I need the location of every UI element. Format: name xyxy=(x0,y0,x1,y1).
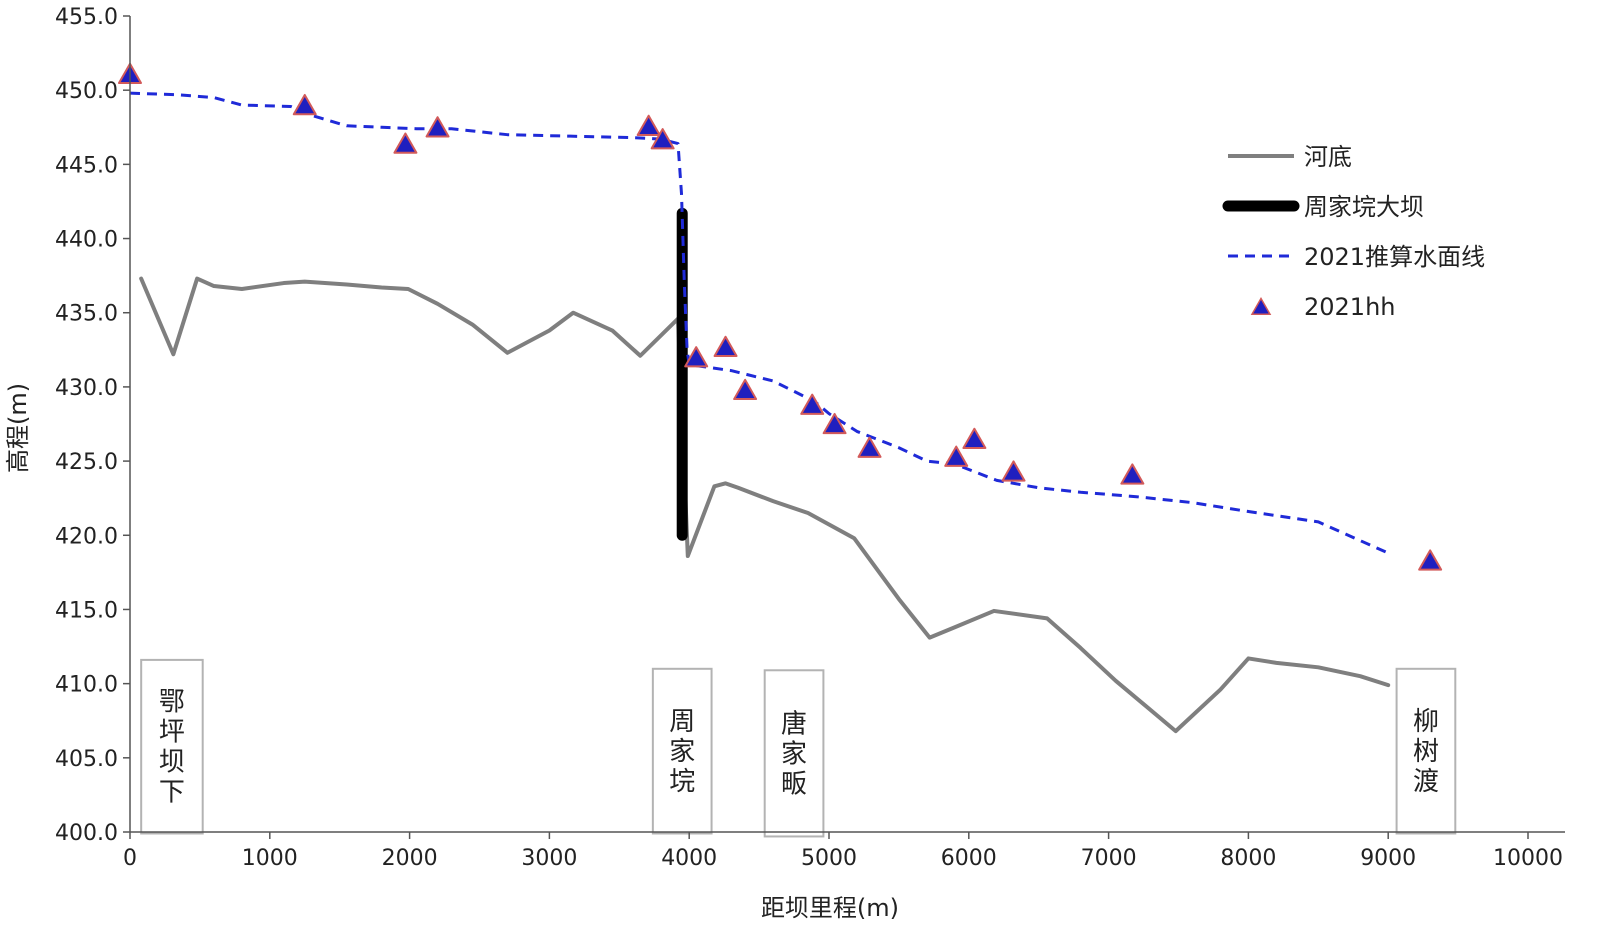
water-surface-line xyxy=(129,91,1389,555)
measured-point-marker xyxy=(944,445,969,467)
measured-point-marker xyxy=(684,346,709,368)
measured-point-marker xyxy=(822,412,847,435)
plot-series-layer xyxy=(118,62,1443,734)
station-label-box xyxy=(651,667,713,835)
x-tick-label: 10000 xyxy=(1493,846,1563,871)
station-label-char: 渡 xyxy=(1413,767,1439,797)
measured-point-marker xyxy=(800,393,825,415)
x-tick-label: 0 xyxy=(123,846,137,871)
y-tick-label: 455.0 xyxy=(55,5,118,30)
measured-point-marker xyxy=(962,427,987,450)
station-label-char: 树 xyxy=(1413,737,1439,767)
station-label-char: 垸 xyxy=(669,767,695,797)
station-label-box xyxy=(1395,667,1457,835)
x-tick-label: 4000 xyxy=(661,846,717,871)
measured-point-marker xyxy=(713,335,738,358)
x-tick-label: 6000 xyxy=(941,846,997,871)
measured-point-marker xyxy=(636,114,661,136)
station-label-char: 坪 xyxy=(159,718,185,748)
x-tick-label: 2000 xyxy=(382,846,438,871)
y-tick-label: 400.0 xyxy=(55,821,118,846)
station-label-char: 鄂 xyxy=(159,688,185,718)
measured-point-marker xyxy=(1418,549,1443,571)
station-label-char: 周 xyxy=(669,707,695,737)
legend-label: 河底 xyxy=(1304,143,1352,171)
axes-layer xyxy=(129,16,1565,833)
riverbed-line xyxy=(139,276,1391,734)
x-axis-title: 距坝里程(m) xyxy=(761,894,899,922)
station-label-char: 家 xyxy=(669,737,695,767)
y-tick-label: 450.0 xyxy=(55,79,118,104)
measured-point-marker xyxy=(733,378,758,401)
measured-point-marker xyxy=(1001,460,1026,482)
x-tick-label: 9000 xyxy=(1360,846,1416,871)
station-label-box xyxy=(140,658,204,835)
x-tick-label: 7000 xyxy=(1081,846,1137,871)
legend-measured-point-swatch xyxy=(1250,297,1272,316)
x-tick-label: 3000 xyxy=(521,846,577,871)
station-label-char: 家 xyxy=(781,739,807,769)
y-tick-label: 420.0 xyxy=(55,524,118,549)
ticks-layer: 0 1000 2000 3000 4000 5000 6000 7000 8000 9000 100… xyxy=(55,5,1563,871)
y-tick-label: 435.0 xyxy=(55,302,118,327)
measured-point-marker xyxy=(425,116,450,138)
x-tick-label: 5000 xyxy=(801,846,857,871)
station-label-box xyxy=(763,669,825,838)
measured-point-marker xyxy=(292,93,317,116)
station-label-char: 下 xyxy=(159,778,185,808)
y-tick-label: 445.0 xyxy=(55,153,118,178)
y-tick-label: 405.0 xyxy=(55,747,118,772)
x-tick-label: 8000 xyxy=(1220,846,1276,871)
y-axis-title: 高程(m) xyxy=(4,383,32,473)
legend-label: 周家垸大坝 xyxy=(1304,193,1424,221)
y-tick-label: 415.0 xyxy=(55,598,118,623)
y-tick-label: 430.0 xyxy=(55,376,118,401)
legend-label: 2021推算水面线 xyxy=(1304,243,1485,271)
station-label-char: 畈 xyxy=(781,769,807,799)
station-label-char: 坝 xyxy=(159,748,185,778)
y-tick-label: 425.0 xyxy=(55,450,118,475)
y-tick-label: 440.0 xyxy=(55,228,118,253)
y-tick-label: 410.0 xyxy=(55,673,118,698)
measured-point-marker xyxy=(1120,463,1145,485)
measured-point-marker xyxy=(393,132,418,154)
measured-point-marker xyxy=(857,436,882,458)
station-label-char: 柳 xyxy=(1413,707,1439,737)
x-tick-label: 1000 xyxy=(242,846,298,871)
legend-label: 2021hh xyxy=(1304,293,1396,321)
station-label-char: 唐 xyxy=(781,709,807,739)
measured-point-marker xyxy=(650,128,675,150)
